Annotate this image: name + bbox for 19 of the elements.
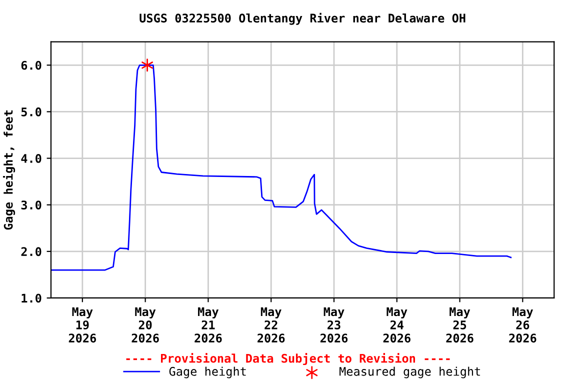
y-tick-label: 2.0 (21, 247, 42, 256)
y-tick-label: 5.0 (21, 107, 42, 116)
x-tick-label: May 20 2026 (132, 307, 159, 343)
text: ---- Provisional Data Subject to Revision ---- (126, 353, 450, 366)
x-tick-label: May 26 2026 (509, 307, 536, 343)
legend-label: Measured gage height (340, 366, 480, 378)
x-tick-label: May 19 2026 (68, 307, 96, 343)
y-tick-label: 4.0 (21, 154, 42, 163)
legend-label: Gage height (169, 366, 246, 378)
x-tick-label: May 25 2026 (446, 307, 474, 343)
y-tick-label: 3.0 (21, 200, 42, 210)
y-tick-label: 1.0 (22, 294, 42, 303)
x-tick-label: May 22 2026 (258, 307, 285, 343)
x-tick-label: May 24 2026 (383, 307, 410, 343)
chart-title: USGS 03225500 Olentangy River near Delaware OH (140, 12, 466, 25)
x-tick-label: May 21 2026 (194, 307, 222, 343)
x-tick-label: May 23 2026 (320, 307, 348, 343)
y-axis-title: Gage height, feet (3, 110, 16, 230)
y-tick-label: 6.0 (21, 60, 42, 70)
